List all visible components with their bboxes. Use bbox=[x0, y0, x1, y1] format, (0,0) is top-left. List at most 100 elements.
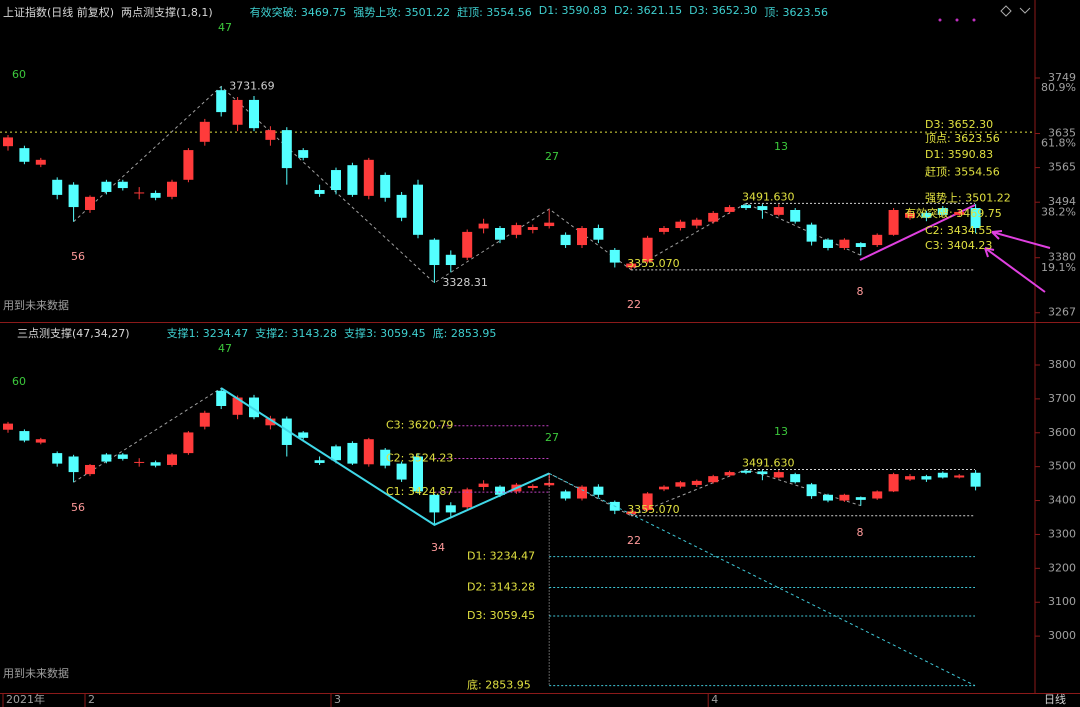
indicator-value: 赶顶: 3554.56 bbox=[457, 6, 532, 19]
candle-body bbox=[790, 209, 801, 222]
candle-body bbox=[560, 234, 571, 246]
level-label: D1: 3234.47 bbox=[467, 550, 535, 563]
candle-body bbox=[823, 494, 833, 501]
level-label: 强势上: 3501.22 bbox=[925, 192, 1011, 205]
candle-body bbox=[806, 224, 817, 242]
candle-body bbox=[577, 486, 587, 499]
icon[interactable] bbox=[1000, 5, 1012, 17]
candle-body bbox=[675, 221, 686, 229]
candle-body bbox=[167, 454, 177, 465]
candle-body bbox=[380, 449, 391, 466]
candle-body bbox=[462, 489, 473, 508]
candle-body bbox=[117, 454, 128, 459]
candle-body bbox=[462, 231, 473, 258]
candle-body bbox=[905, 212, 915, 218]
candle-body bbox=[232, 397, 243, 415]
candle-body bbox=[642, 493, 653, 511]
indicator-title: 两点测支撑(1,8,1) bbox=[121, 6, 213, 19]
candle-body bbox=[429, 239, 440, 266]
candle-body bbox=[52, 453, 63, 464]
candle-body bbox=[199, 412, 210, 427]
y2-tick-label: 61.8% bbox=[1041, 137, 1076, 150]
wave-count: 13 bbox=[774, 425, 788, 438]
candle-body bbox=[806, 484, 817, 497]
candle-body bbox=[68, 456, 79, 473]
candle-body bbox=[281, 418, 292, 445]
candle-body bbox=[741, 205, 751, 209]
candle-body bbox=[970, 472, 981, 487]
candle-body bbox=[183, 432, 194, 454]
candle-body bbox=[872, 491, 883, 499]
candle-body bbox=[216, 390, 227, 406]
candle-body bbox=[757, 471, 768, 475]
level-label: D1: 3590.83 bbox=[925, 148, 993, 161]
candle-body bbox=[773, 207, 784, 215]
candle-body bbox=[724, 472, 735, 476]
level-label: 赶顶: 3554.56 bbox=[925, 165, 1000, 179]
indicator-value: 支撑3: 3059.45 bbox=[343, 327, 426, 340]
y-tick-label: 3380 bbox=[1048, 251, 1076, 264]
candle-body bbox=[642, 237, 653, 262]
wave-count: 22 bbox=[627, 534, 641, 547]
candle-body bbox=[216, 90, 227, 113]
candle-body bbox=[396, 463, 407, 480]
candle-body bbox=[691, 219, 702, 226]
candle-body bbox=[790, 474, 801, 483]
candle-body bbox=[52, 179, 63, 195]
candle-body bbox=[413, 184, 423, 235]
note: 用到未来数据 bbox=[3, 666, 69, 680]
candle-body bbox=[708, 476, 719, 483]
wave-count: 47 bbox=[218, 342, 232, 355]
candle-body bbox=[298, 432, 309, 438]
projection-line bbox=[548, 472, 976, 687]
x-tick-label: 4 bbox=[711, 693, 718, 706]
y-tick-label: 3800 bbox=[1048, 358, 1076, 371]
level-label: C2: 3434.55 bbox=[925, 224, 992, 237]
candle-body bbox=[396, 194, 407, 218]
indicator-value: 支撑2: 3143.28 bbox=[255, 327, 337, 340]
candle-body bbox=[85, 196, 95, 210]
y-tick-label: 3400 bbox=[1048, 494, 1076, 507]
candle-body bbox=[19, 431, 30, 441]
candle-body bbox=[68, 184, 79, 208]
candle-body bbox=[872, 234, 883, 246]
level-label: D2: 3143.28 bbox=[467, 581, 535, 594]
candle-body bbox=[249, 397, 259, 418]
icon[interactable] bbox=[1019, 7, 1031, 14]
level-label: 有效突破: 3469.75 bbox=[905, 206, 1002, 220]
candle-body bbox=[626, 263, 637, 268]
indicator-value: 底: 2853.95 bbox=[432, 327, 497, 340]
level-label: C1: 3424.87 bbox=[386, 485, 453, 498]
pivot-label: 3491.630 bbox=[742, 190, 795, 203]
candle-body bbox=[691, 480, 702, 485]
level-label: C2: 3524.23 bbox=[386, 451, 453, 464]
indicator-value: 支撑1: 3234.47 bbox=[166, 327, 249, 340]
indicator-value: 有效突破: 3469.75 bbox=[249, 6, 347, 19]
candle-body bbox=[823, 239, 833, 248]
candle-body bbox=[134, 461, 145, 463]
wave-count: 13 bbox=[774, 140, 788, 153]
candle-body bbox=[150, 192, 161, 198]
candle-body bbox=[921, 476, 932, 480]
y-tick-label: 3300 bbox=[1048, 527, 1076, 540]
y2-tick-label: 19.1% bbox=[1041, 261, 1076, 274]
wave-count: 22 bbox=[627, 298, 641, 311]
y-tick-label: 3700 bbox=[1048, 392, 1076, 405]
candle-body bbox=[708, 212, 719, 222]
candle-body bbox=[937, 208, 948, 215]
candle-body bbox=[741, 470, 751, 473]
wave-count: 56 bbox=[71, 250, 85, 263]
candle-body bbox=[724, 207, 735, 212]
candle-body bbox=[527, 485, 538, 489]
candle-body bbox=[888, 474, 899, 492]
candle-body bbox=[101, 454, 112, 462]
candle-body bbox=[85, 464, 95, 475]
indicator-title: 三点测支撑(47,34,27) bbox=[17, 327, 130, 340]
indicator-value: 顶: 3623.56 bbox=[764, 6, 828, 19]
candle-body bbox=[347, 165, 358, 195]
y2-tick-label: 80.9% bbox=[1041, 81, 1076, 94]
candle-body bbox=[3, 423, 13, 430]
level-label: 顶点: 3623.56 bbox=[925, 132, 1000, 145]
